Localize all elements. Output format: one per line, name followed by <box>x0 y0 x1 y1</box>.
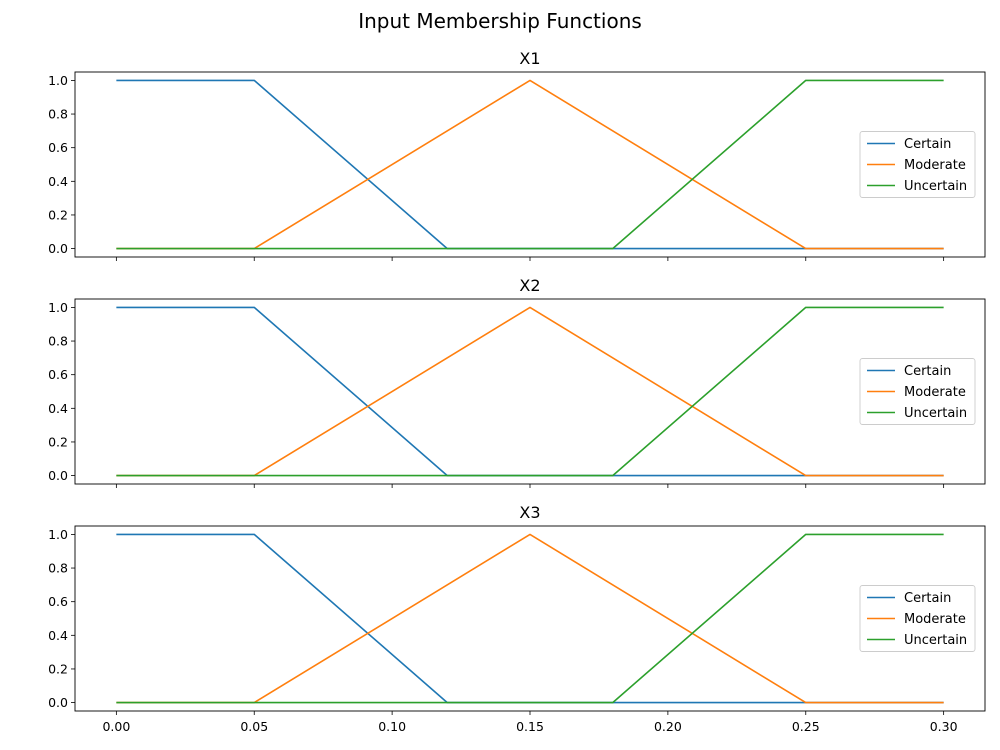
subplot-title: X1 <box>519 49 540 68</box>
legend-label: Moderate <box>904 385 966 400</box>
y-tick-label: 1.0 <box>48 73 68 88</box>
subplot-title: X3 <box>519 503 540 522</box>
y-tick-label: 0.8 <box>48 107 68 122</box>
x-tick-label: 0.00 <box>102 719 130 734</box>
x-tick-label: 0.15 <box>516 719 544 734</box>
legend-label: Uncertain <box>904 406 967 421</box>
x-tick-label: 0.05 <box>240 719 268 734</box>
series-line-uncertain <box>116 533 944 704</box>
legend-label: Uncertain <box>904 633 967 648</box>
series-line-certain <box>116 306 944 477</box>
x-tick-label: 0.30 <box>930 719 958 734</box>
legend: Certain Moderate Uncertain <box>859 585 976 652</box>
series-line-moderate <box>116 533 944 704</box>
axes-frame <box>74 525 986 712</box>
y-tick-label: 0.0 <box>48 695 68 710</box>
y-tick-label: 0.4 <box>48 628 68 643</box>
y-tick-label: 1.0 <box>48 527 68 542</box>
y-tick-label: 0.2 <box>48 661 68 676</box>
y-tick-label: 0.6 <box>48 367 68 382</box>
y-tick-label: 0.8 <box>48 561 68 576</box>
legend: Certain Moderate Uncertain <box>859 131 976 198</box>
axes-frame <box>74 298 986 485</box>
legend-label: Certain <box>904 137 951 152</box>
series-line-certain <box>116 79 944 250</box>
legend-box <box>859 585 976 652</box>
series-line-certain <box>116 533 944 704</box>
y-tick-label: 0.8 <box>48 334 68 349</box>
legend: Certain Moderate Uncertain <box>859 358 976 425</box>
legend-label: Certain <box>904 591 951 606</box>
legend-label: Certain <box>904 364 951 379</box>
legend-box <box>859 131 976 198</box>
axes-frame <box>74 71 986 258</box>
legend-label: Moderate <box>904 158 966 173</box>
series-line-moderate <box>116 79 944 250</box>
x-tick-label: 0.10 <box>378 719 406 734</box>
subplot-1: X1 0.0 0.2 0.4 0.6 0.8 1.0 Certain Moderate Uncer… <box>48 49 986 261</box>
subplot-2: X2 0.0 0.2 0.4 0.6 0.8 1.0 Certain Moderate Uncer… <box>48 276 986 488</box>
y-tick-label: 0.0 <box>48 241 68 256</box>
figure-title: Input Membership Functions <box>358 9 642 33</box>
y-tick-label: 0.4 <box>48 401 68 416</box>
legend-label: Moderate <box>904 612 966 627</box>
y-tick-label: 0.2 <box>48 207 68 222</box>
x-tick-label: 0.20 <box>654 719 682 734</box>
subplot-title: X2 <box>519 276 540 295</box>
y-tick-label: 0.2 <box>48 434 68 449</box>
x-tick-label: 0.25 <box>792 719 820 734</box>
subplot-3: X3 0.0 0.2 0.4 0.6 0.8 1.0 0.00 0.05 0.10 0.15 0.20… <box>48 503 986 734</box>
y-tick-label: 0.6 <box>48 140 68 155</box>
series-line-uncertain <box>116 79 944 250</box>
y-tick-label: 1.0 <box>48 300 68 315</box>
series-line-moderate <box>116 306 944 477</box>
legend-box <box>859 358 976 425</box>
y-tick-label: 0.4 <box>48 174 68 189</box>
y-tick-label: 0.6 <box>48 594 68 609</box>
legend-label: Uncertain <box>904 179 967 194</box>
series-line-uncertain <box>116 306 944 477</box>
y-tick-label: 0.0 <box>48 468 68 483</box>
